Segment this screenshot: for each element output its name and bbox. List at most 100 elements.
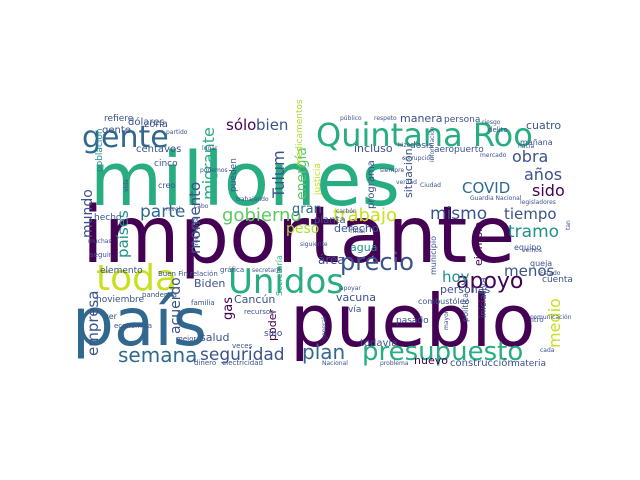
word-salud: salud: [200, 331, 229, 344]
word-energia: energía: [294, 147, 310, 200]
word-via: vía: [348, 305, 361, 315]
word-mismo: mismo: [430, 204, 487, 224]
word-trabajo: trabajo: [333, 205, 397, 226]
word-momento: momento: [186, 182, 204, 254]
word-unidos: Unidos: [228, 262, 344, 302]
word-cancun: Cancún: [234, 293, 275, 306]
word-incluso: incluso: [354, 142, 393, 155]
word-semana: semana: [118, 343, 197, 367]
word-cuenta: cuenta: [542, 275, 573, 285]
word-elemento: elemento: [100, 266, 143, 276]
word-ciudad: Ciudad: [420, 182, 441, 189]
word-hacia: hacia: [518, 143, 534, 150]
word-municipio: municipio: [429, 236, 438, 275]
word-pueden: pueden: [229, 158, 239, 192]
word-cada: cada: [540, 347, 555, 354]
word-tan: tan: [565, 220, 572, 230]
word-economica: económica: [114, 322, 152, 330]
word-centavos: centavos: [136, 144, 181, 155]
word-construccion: construcción: [450, 357, 514, 369]
word-acuerdo: acuerdo: [168, 277, 184, 334]
word-refiere: refiere: [104, 114, 134, 124]
word-paises: países: [114, 210, 132, 258]
word-medicamentos: medicamentos: [295, 99, 305, 166]
word-nuevo: nuevo: [414, 354, 448, 367]
word-materia: materia: [511, 359, 546, 369]
word-mundo: mundo: [80, 189, 96, 238]
word-biden: Biden: [194, 277, 225, 290]
word-creo: creo: [158, 181, 175, 190]
word-manana: mañana: [520, 138, 553, 147]
word-problema: problema: [380, 360, 409, 367]
word-mayor: mayor: [443, 310, 450, 330]
word-agua: agua: [350, 241, 377, 254]
word-derecho: derecho: [334, 222, 379, 235]
word-nacional: Nacional: [322, 360, 348, 367]
word-plan: plan: [302, 340, 345, 364]
word-corrupcion: corrupción: [402, 155, 434, 162]
word-relacion: relación: [190, 270, 218, 278]
word-combustoleo: combustóleo: [418, 296, 470, 306]
word-peso: peso: [286, 221, 319, 237]
word-mercado: mercado: [480, 152, 507, 159]
word-gente: gente: [102, 125, 131, 136]
word-equipo: equipo: [514, 243, 541, 252]
word-politica: política: [461, 293, 470, 322]
word-tulum: Tulum: [269, 150, 288, 199]
word-manera: manera: [400, 112, 442, 125]
word-cabo: cabo: [194, 203, 209, 210]
word-cuatro: cuatro: [526, 119, 561, 132]
word-queja: queja: [530, 259, 552, 268]
word-nivel: nivel: [166, 206, 181, 213]
word-ejemplo: ejemplo: [472, 222, 485, 266]
word-presupuesto: presupuesto: [362, 337, 523, 367]
word-siguiente: siguiente: [300, 241, 328, 248]
word-obra: obra: [512, 147, 548, 166]
word-importante: importante: [82, 191, 515, 281]
word-gas: gas: [221, 297, 236, 320]
word-lugar: lugar: [202, 145, 218, 152]
word-vida: vida: [123, 179, 130, 192]
word-situacion: situación: [402, 148, 415, 198]
word-anos: años: [524, 165, 562, 184]
word-electricidad: electricidad: [222, 359, 263, 367]
word-toda: toda: [96, 258, 177, 299]
word-medio: medio: [545, 298, 564, 348]
word-aeropuerto: aeropuerto: [434, 145, 484, 155]
word-final: final: [350, 227, 365, 235]
word-buen-fin: Buen Fin: [158, 270, 188, 278]
word-tren-maya: Tren Maya: [193, 217, 200, 249]
word-apoyar: apoyar: [340, 285, 361, 292]
word-menos: menos: [504, 262, 555, 280]
word-quintana-roo: Quintana Roo: [316, 116, 533, 154]
word-pandemia: pandemia: [142, 291, 177, 299]
word-publico: público: [340, 115, 362, 122]
word-sino: sino: [264, 329, 283, 339]
word-respeto: respeto: [374, 115, 397, 122]
word-delito: delito: [488, 126, 508, 134]
word-hecho: hecho: [94, 213, 122, 223]
word-cinco: cinco: [154, 159, 178, 169]
word-general: general: [321, 317, 328, 340]
word-vacuna: vacuna: [336, 291, 376, 304]
word-gobierno: gobierno: [222, 205, 301, 226]
word-parte: parte: [140, 202, 185, 222]
word-tramo: tramo: [508, 222, 559, 242]
word-iniciativa: iniciativa: [479, 277, 489, 318]
word-covid: COVID: [462, 179, 510, 197]
word-gente: gente: [82, 120, 169, 155]
word-persona: persona: [444, 115, 480, 125]
word-mejor: mejor: [176, 335, 196, 343]
word-poder: poder: [266, 309, 279, 341]
word-zona: zona: [144, 119, 168, 130]
word-legisladores: legisladores: [520, 199, 556, 206]
word-carbon: carbón: [336, 208, 357, 215]
word-secretaria: Secretaría: [275, 255, 284, 296]
word-empresa: empresa: [84, 291, 102, 356]
word-verdad: verdad: [396, 179, 417, 186]
word-vemos: vemos: [522, 247, 542, 254]
word-litro: litro: [530, 316, 544, 324]
word-estado: Estado: [540, 270, 561, 277]
word-migrante: migrante: [199, 127, 218, 200]
word-siempre: siempre: [380, 167, 404, 174]
